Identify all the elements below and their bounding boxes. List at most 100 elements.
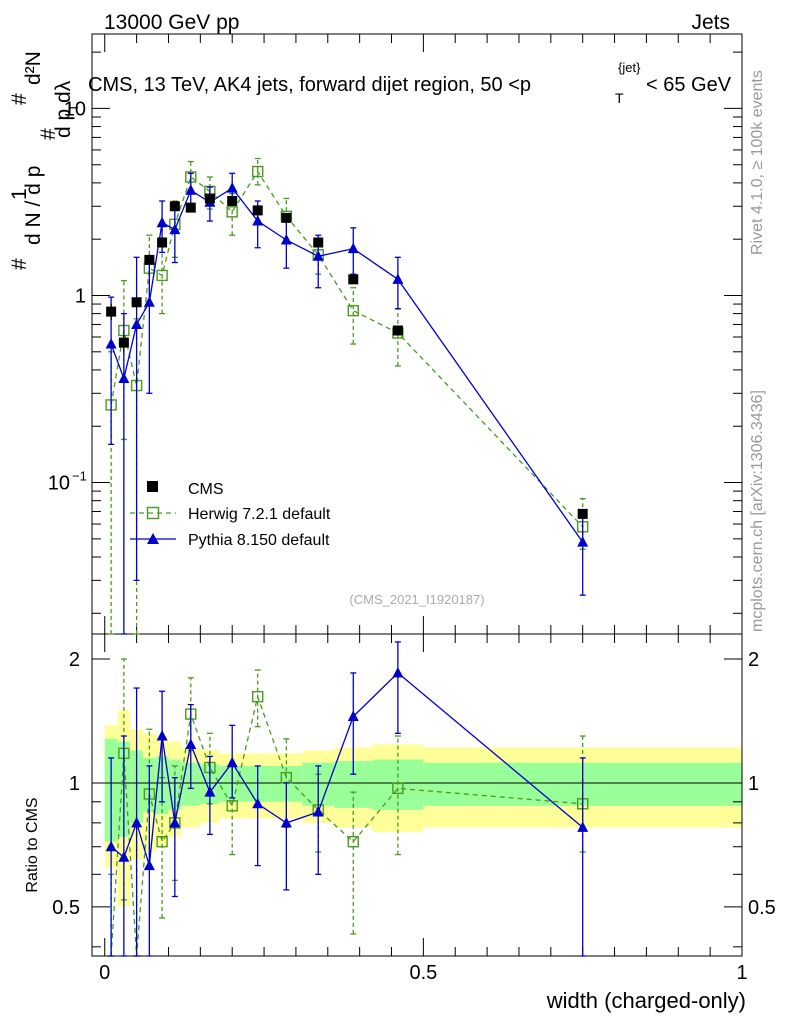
- legend-label-cms: CMS: [188, 481, 224, 498]
- ratio-pythia-point: [143, 859, 155, 871]
- main-ylabel: # 1 d N / d p # d²N # d p dλ T: [8, 51, 81, 270]
- legend-label-herwig: Herwig 7.2.1 default: [188, 506, 331, 523]
- header-left: 13000 GeV pp: [104, 11, 239, 34]
- pythia-point: [185, 184, 197, 195]
- cms-point: [313, 237, 324, 248]
- x-tick-label: 1: [736, 962, 747, 984]
- legend-marker-pythia: [147, 533, 159, 544]
- pythia-point: [577, 536, 589, 547]
- main-plot-series: [105, 157, 589, 635]
- herwig-point: [226, 206, 238, 218]
- ylabel-d2n: d²N: [22, 51, 45, 85]
- ratio-pythia-point: [204, 786, 216, 797]
- ratio-herwig-line: [110, 694, 583, 957]
- ylabel-sub: T: [65, 103, 81, 112]
- ratio-pythia-point: [169, 816, 181, 828]
- legend-marker-herwig: [146, 506, 160, 520]
- ratio-pythia-point: [185, 738, 197, 749]
- cms-point: [118, 337, 129, 348]
- herwig-point: [156, 269, 168, 282]
- herwig-point: [251, 165, 264, 178]
- ratio-frame: [91, 633, 743, 957]
- pythia-point: [280, 233, 292, 245]
- pythia-point: [312, 250, 324, 261]
- cms-point: [106, 306, 117, 317]
- pythia-point: [169, 223, 181, 235]
- plot-title: CMS, 13 TeV, AK4 jets, forward dijet reg…: [88, 60, 732, 106]
- cms-point: [348, 274, 359, 285]
- pythia-line: [110, 187, 584, 543]
- ratio-pythia-point: [118, 851, 130, 862]
- cms-point: [577, 508, 588, 519]
- main-ytick-label: 1: [75, 285, 86, 307]
- ratio-pythia-point: [226, 756, 238, 768]
- cms-point: [157, 237, 168, 248]
- side-label-top: Rivet 4.1.0, ≥ 100k events: [749, 70, 766, 255]
- side-label-bottom: mcplots.cern.ch [arXiv:1306.3436]: [749, 390, 766, 632]
- pythia-point: [226, 182, 238, 193]
- cms-point: [392, 325, 403, 336]
- ratio-pythia-point: [577, 821, 589, 832]
- main-ytick-exponent: −1: [72, 469, 87, 484]
- ratio-herwig-point: [392, 782, 404, 795]
- ylabel-dndpt: d N / d p: [22, 166, 45, 245]
- main-ytick-label: 10: [48, 473, 70, 495]
- ylabel-hash-mid: #: [37, 128, 60, 140]
- ratio-pythia-point: [280, 816, 292, 828]
- herwig-point: [347, 304, 359, 317]
- herwig-line: [110, 170, 584, 528]
- ratio-ytick-label-right: 0.5: [748, 897, 776, 919]
- pythia-point: [118, 372, 130, 383]
- ratio-ytick-label-right: 1: [748, 773, 759, 795]
- ratio-ytick-label-left: 0.5: [52, 897, 80, 919]
- ratio-ytick-label-left: 1: [69, 773, 80, 795]
- ratio-herwig-point: [251, 690, 264, 703]
- cms-point: [169, 201, 180, 212]
- ratio-herwig-point: [226, 800, 238, 812]
- cms-point: [131, 297, 142, 308]
- plot-title-sub: T: [615, 90, 624, 106]
- ratio-plot-series: [105, 641, 589, 957]
- pythia-point: [347, 242, 359, 254]
- ratio-pythia-point: [347, 710, 359, 722]
- ratio-herwig-point: [347, 836, 359, 848]
- cms-point: [144, 254, 155, 265]
- plot-title-main: CMS, 13 TeV, AK4 jets, forward dijet reg…: [88, 74, 531, 96]
- main-ytick-label: 10: [64, 98, 86, 120]
- ylabel-dptdl: d p dλ: [52, 80, 75, 138]
- pythia-point: [143, 296, 155, 307]
- ratio-ytick-label-right: 2: [748, 649, 759, 671]
- ratio-pythia-point: [156, 730, 168, 741]
- pythia-point: [252, 215, 264, 226]
- ratio-herwig-point: [156, 836, 168, 848]
- cms-point: [185, 202, 196, 213]
- cms-point: [204, 193, 215, 204]
- ylabel-one: 1: [8, 188, 31, 200]
- cms-point: [281, 212, 292, 223]
- pythia-point: [392, 273, 404, 284]
- ylabel-hash-left: #: [8, 258, 31, 270]
- pythia-point: [156, 216, 168, 228]
- plot-title-suffix: < 65 GeV: [646, 74, 732, 96]
- ratio-ylabel: Ratio to CMS: [24, 797, 41, 892]
- x-tick-label: 0.5: [409, 962, 437, 984]
- header-right: Jets: [691, 11, 730, 34]
- ratio-ytick-label-left: 2: [69, 649, 80, 671]
- cms-point: [252, 205, 263, 216]
- legend-marker-cms: [147, 481, 158, 492]
- ratio-pythia-point: [392, 666, 404, 678]
- ratio-pythia-point: [252, 797, 264, 809]
- legend-label-pythia: Pythia 8.150 default: [188, 532, 330, 549]
- plot-title-sup: {jet}: [618, 60, 641, 75]
- pythia-point: [131, 318, 143, 329]
- x-axis-label: width (charged-only): [546, 988, 746, 1013]
- ratio-pythia-point: [105, 840, 117, 852]
- x-tick-label: 0: [99, 962, 110, 984]
- ratio-pythia-point: [312, 806, 324, 817]
- legend: CMS Herwig 7.2.1 default Pythia 8.150 de…: [130, 481, 331, 549]
- ylabel-hash-right: #: [8, 93, 31, 105]
- analysis-watermark: (CMS_2021_I1920187): [349, 592, 484, 607]
- ratio-pythia-point: [131, 816, 143, 828]
